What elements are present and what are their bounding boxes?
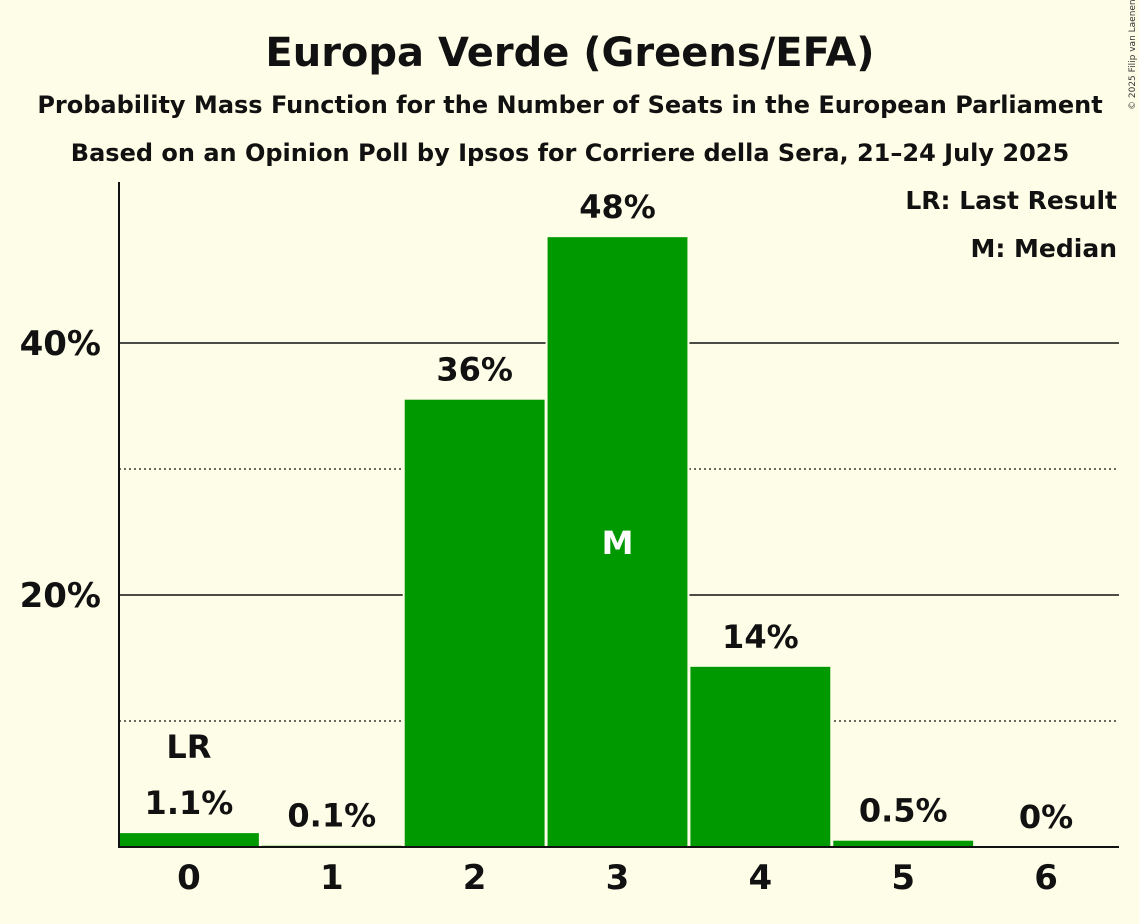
y-tick-label: 40% — [20, 324, 101, 364]
y-tick-label: 20% — [20, 576, 101, 616]
legend-last-result: LR: Last Result — [905, 186, 1117, 215]
data-label: 14% — [722, 618, 799, 656]
x-tick-label: 1 — [320, 858, 344, 898]
bar — [690, 666, 831, 847]
data-label: 0.5% — [859, 792, 948, 830]
bar — [833, 840, 974, 847]
chart-subtitle-1: Probability Mass Function for the Number… — [37, 91, 1102, 119]
legend-median: M: Median — [970, 234, 1117, 263]
bar — [119, 833, 259, 847]
data-label: 1.1% — [145, 784, 234, 822]
data-label: 0.1% — [287, 797, 376, 835]
x-tick-label: 3 — [606, 858, 630, 898]
bar — [404, 399, 545, 847]
bars — [117, 235, 1118, 847]
x-tick-label: 4 — [749, 858, 773, 898]
chart-title: Europa Verde (Greens/EFA) — [265, 30, 874, 76]
data-label: 36% — [436, 351, 513, 389]
chart-subtitle-2: Based on an Opinion Poll by Ipsos for Co… — [71, 139, 1069, 167]
data-labels: 1.1% LR 0.1% 36% 48% M 14% 0.5% 0% — [145, 188, 1074, 836]
x-tick-label: 6 — [1034, 858, 1058, 898]
data-label: 0% — [1019, 798, 1073, 836]
x-tick-label: 2 — [463, 858, 487, 898]
data-label: 48% — [579, 188, 656, 226]
median-marker: M — [602, 524, 634, 562]
copyright-notice: © 2025 Filip van Laenen — [1128, 0, 1138, 110]
x-tick-label: 5 — [891, 858, 915, 898]
axes: 20% 40% 0 1 2 3 4 5 6 — [20, 182, 1119, 898]
x-tick-label: 0 — [177, 858, 201, 898]
bar-gap — [259, 843, 404, 847]
last-result-marker: LR — [166, 728, 211, 766]
bar — [547, 237, 688, 847]
